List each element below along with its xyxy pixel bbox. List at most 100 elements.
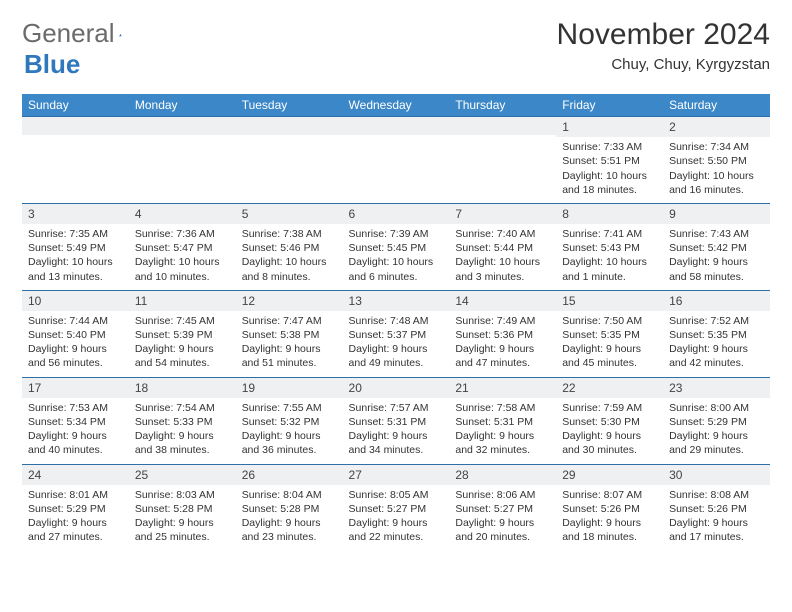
sunset-text: Sunset: 5:31 PM	[455, 415, 550, 429]
logo: General	[22, 18, 141, 49]
day-body: Sunrise: 8:03 AMSunset: 5:28 PMDaylight:…	[129, 485, 236, 551]
daylight-text: Daylight: 10 hours and 10 minutes.	[135, 255, 230, 283]
sunset-text: Sunset: 5:28 PM	[242, 502, 337, 516]
sunrise-text: Sunrise: 7:36 AM	[135, 227, 230, 241]
daylight-text: Daylight: 9 hours and 36 minutes.	[242, 429, 337, 457]
daylight-text: Daylight: 9 hours and 18 minutes.	[562, 516, 657, 544]
day-body: Sunrise: 7:40 AMSunset: 5:44 PMDaylight:…	[449, 224, 556, 290]
day-body: Sunrise: 7:39 AMSunset: 5:45 PMDaylight:…	[343, 224, 450, 290]
calendar-day-cell: 26Sunrise: 8:04 AMSunset: 5:28 PMDayligh…	[236, 464, 343, 550]
sunrise-text: Sunrise: 7:41 AM	[562, 227, 657, 241]
calendar-day-cell: 15Sunrise: 7:50 AMSunset: 5:35 PMDayligh…	[556, 290, 663, 377]
sunset-text: Sunset: 5:26 PM	[562, 502, 657, 516]
day-number: 29	[556, 465, 663, 485]
day-number: 12	[236, 291, 343, 311]
sunrise-text: Sunrise: 7:45 AM	[135, 314, 230, 328]
day-number: 9	[663, 204, 770, 224]
calendar-day-cell: 2Sunrise: 7:34 AMSunset: 5:50 PMDaylight…	[663, 117, 770, 204]
sunrise-text: Sunrise: 7:53 AM	[28, 401, 123, 415]
day-body: Sunrise: 7:50 AMSunset: 5:35 PMDaylight:…	[556, 311, 663, 377]
day-number-empty	[129, 117, 236, 135]
daylight-text: Daylight: 9 hours and 17 minutes.	[669, 516, 764, 544]
sunset-text: Sunset: 5:35 PM	[669, 328, 764, 342]
day-body: Sunrise: 8:05 AMSunset: 5:27 PMDaylight:…	[343, 485, 450, 551]
day-number: 25	[129, 465, 236, 485]
day-number: 5	[236, 204, 343, 224]
calendar-day-cell: 22Sunrise: 7:59 AMSunset: 5:30 PMDayligh…	[556, 377, 663, 464]
title-block: November 2024 Chuy, Chuy, Kyrgyzstan	[557, 18, 770, 73]
daylight-text: Daylight: 9 hours and 27 minutes.	[28, 516, 123, 544]
calendar-day-cell: 25Sunrise: 8:03 AMSunset: 5:28 PMDayligh…	[129, 464, 236, 550]
calendar-day-cell: 29 Sunrise: 8:07 AMSunset: 5:26 PMDayligh…	[556, 464, 663, 550]
day-number-empty	[343, 117, 450, 135]
sunset-text: Sunset: 5:35 PM	[562, 328, 657, 342]
day-body: Sunrise: 7:35 AMSunset: 5:49 PMDaylight:…	[22, 224, 129, 290]
daylight-text: Daylight: 10 hours and 3 minutes.	[455, 255, 550, 283]
sunset-text: Sunset: 5:29 PM	[28, 502, 123, 516]
day-body: Sunrise: 7:55 AMSunset: 5:32 PMDaylight:…	[236, 398, 343, 464]
day-number: 6	[343, 204, 450, 224]
calendar-day-cell: 28Sunrise: 8:06 AMSunset: 5:27 PMDayligh…	[449, 464, 556, 550]
day-number: 3	[22, 204, 129, 224]
daylight-text: Daylight: 10 hours and 8 minutes.	[242, 255, 337, 283]
calendar-week-row: 10Sunrise: 7:44 AMSunset: 5:40 PMDayligh…	[22, 290, 770, 377]
daylight-text: Daylight: 9 hours and 22 minutes.	[349, 516, 444, 544]
calendar-day-cell: 10Sunrise: 7:44 AMSunset: 5:40 PMDayligh…	[22, 290, 129, 377]
sunset-text: Sunset: 5:31 PM	[349, 415, 444, 429]
day-number: 21	[449, 378, 556, 398]
day-number: 19	[236, 378, 343, 398]
day-body: Sunrise: 7:45 AMSunset: 5:39 PMDaylight:…	[129, 311, 236, 377]
day-body: Sunrise: 8:08 AMSunset: 5:26 PMDaylight:…	[663, 485, 770, 551]
sunset-text: Sunset: 5:51 PM	[562, 154, 657, 168]
calendar-day-cell	[343, 117, 450, 204]
daylight-text: Daylight: 9 hours and 29 minutes.	[669, 429, 764, 457]
sunset-text: Sunset: 5:40 PM	[28, 328, 123, 342]
day-number: 13	[343, 291, 450, 311]
day-number: 15	[556, 291, 663, 311]
day-body: Sunrise: 7:43 AMSunset: 5:42 PMDaylight:…	[663, 224, 770, 290]
sunrise-text: Sunrise: 8:03 AM	[135, 488, 230, 502]
calendar-day-cell: 20Sunrise: 7:57 AMSunset: 5:31 PMDayligh…	[343, 377, 450, 464]
calendar-day-cell	[129, 117, 236, 204]
calendar-week-row: 17Sunrise: 7:53 AMSunset: 5:34 PMDayligh…	[22, 377, 770, 464]
day-body: Sunrise: 7:38 AMSunset: 5:46 PMDaylight:…	[236, 224, 343, 290]
sunrise-text: Sunrise: 7:48 AM	[349, 314, 444, 328]
calendar-day-cell: 6Sunrise: 7:39 AMSunset: 5:45 PMDaylight…	[343, 203, 450, 290]
calendar-day-cell	[22, 117, 129, 204]
day-body: Sunrise: 7:59 AMSunset: 5:30 PMDaylight:…	[556, 398, 663, 464]
daylight-text: Daylight: 10 hours and 1 minute.	[562, 255, 657, 283]
sunrise-text: Sunrise: 8:07 AM	[562, 488, 657, 502]
daylight-text: Daylight: 9 hours and 32 minutes.	[455, 429, 550, 457]
page-title: November 2024	[557, 18, 770, 52]
calendar-day-cell: 16Sunrise: 7:52 AMSunset: 5:35 PMDayligh…	[663, 290, 770, 377]
weekday-header: Sunday	[22, 94, 129, 117]
sunrise-text: Sunrise: 7:38 AM	[242, 227, 337, 241]
calendar-week-row: 24Sunrise: 8:01 AMSunset: 5:29 PMDayligh…	[22, 464, 770, 550]
sunset-text: Sunset: 5:44 PM	[455, 241, 550, 255]
daylight-text: Daylight: 9 hours and 47 minutes.	[455, 342, 550, 370]
weekday-header: Wednesday	[343, 94, 450, 117]
sunrise-text: Sunrise: 7:50 AM	[562, 314, 657, 328]
daylight-text: Daylight: 9 hours and 25 minutes.	[135, 516, 230, 544]
daylight-text: Daylight: 9 hours and 56 minutes.	[28, 342, 123, 370]
weekday-header: Tuesday	[236, 94, 343, 117]
sunrise-text: Sunrise: 8:06 AM	[455, 488, 550, 502]
day-body: Sunrise: 7:33 AMSunset: 5:51 PMDaylight:…	[556, 137, 663, 203]
daylight-text: Daylight: 9 hours and 38 minutes.	[135, 429, 230, 457]
day-body: Sunrise: 7:41 AMSunset: 5:43 PMDaylight:…	[556, 224, 663, 290]
sunset-text: Sunset: 5:27 PM	[455, 502, 550, 516]
daylight-text: Daylight: 9 hours and 58 minutes.	[669, 255, 764, 283]
weekday-header: Monday	[129, 94, 236, 117]
sunset-text: Sunset: 5:26 PM	[669, 502, 764, 516]
day-number: 30	[663, 465, 770, 485]
day-body: Sunrise: 8:04 AMSunset: 5:28 PMDaylight:…	[236, 485, 343, 551]
sunset-text: Sunset: 5:47 PM	[135, 241, 230, 255]
day-body: Sunrise: 7:48 AMSunset: 5:37 PMDaylight:…	[343, 311, 450, 377]
day-number: 7	[449, 204, 556, 224]
sunrise-text: Sunrise: 7:57 AM	[349, 401, 444, 415]
daylight-text: Daylight: 9 hours and 51 minutes.	[242, 342, 337, 370]
sunset-text: Sunset: 5:30 PM	[562, 415, 657, 429]
sunrise-text: Sunrise: 7:59 AM	[562, 401, 657, 415]
sunset-text: Sunset: 5:39 PM	[135, 328, 230, 342]
daylight-text: Daylight: 9 hours and 34 minutes.	[349, 429, 444, 457]
